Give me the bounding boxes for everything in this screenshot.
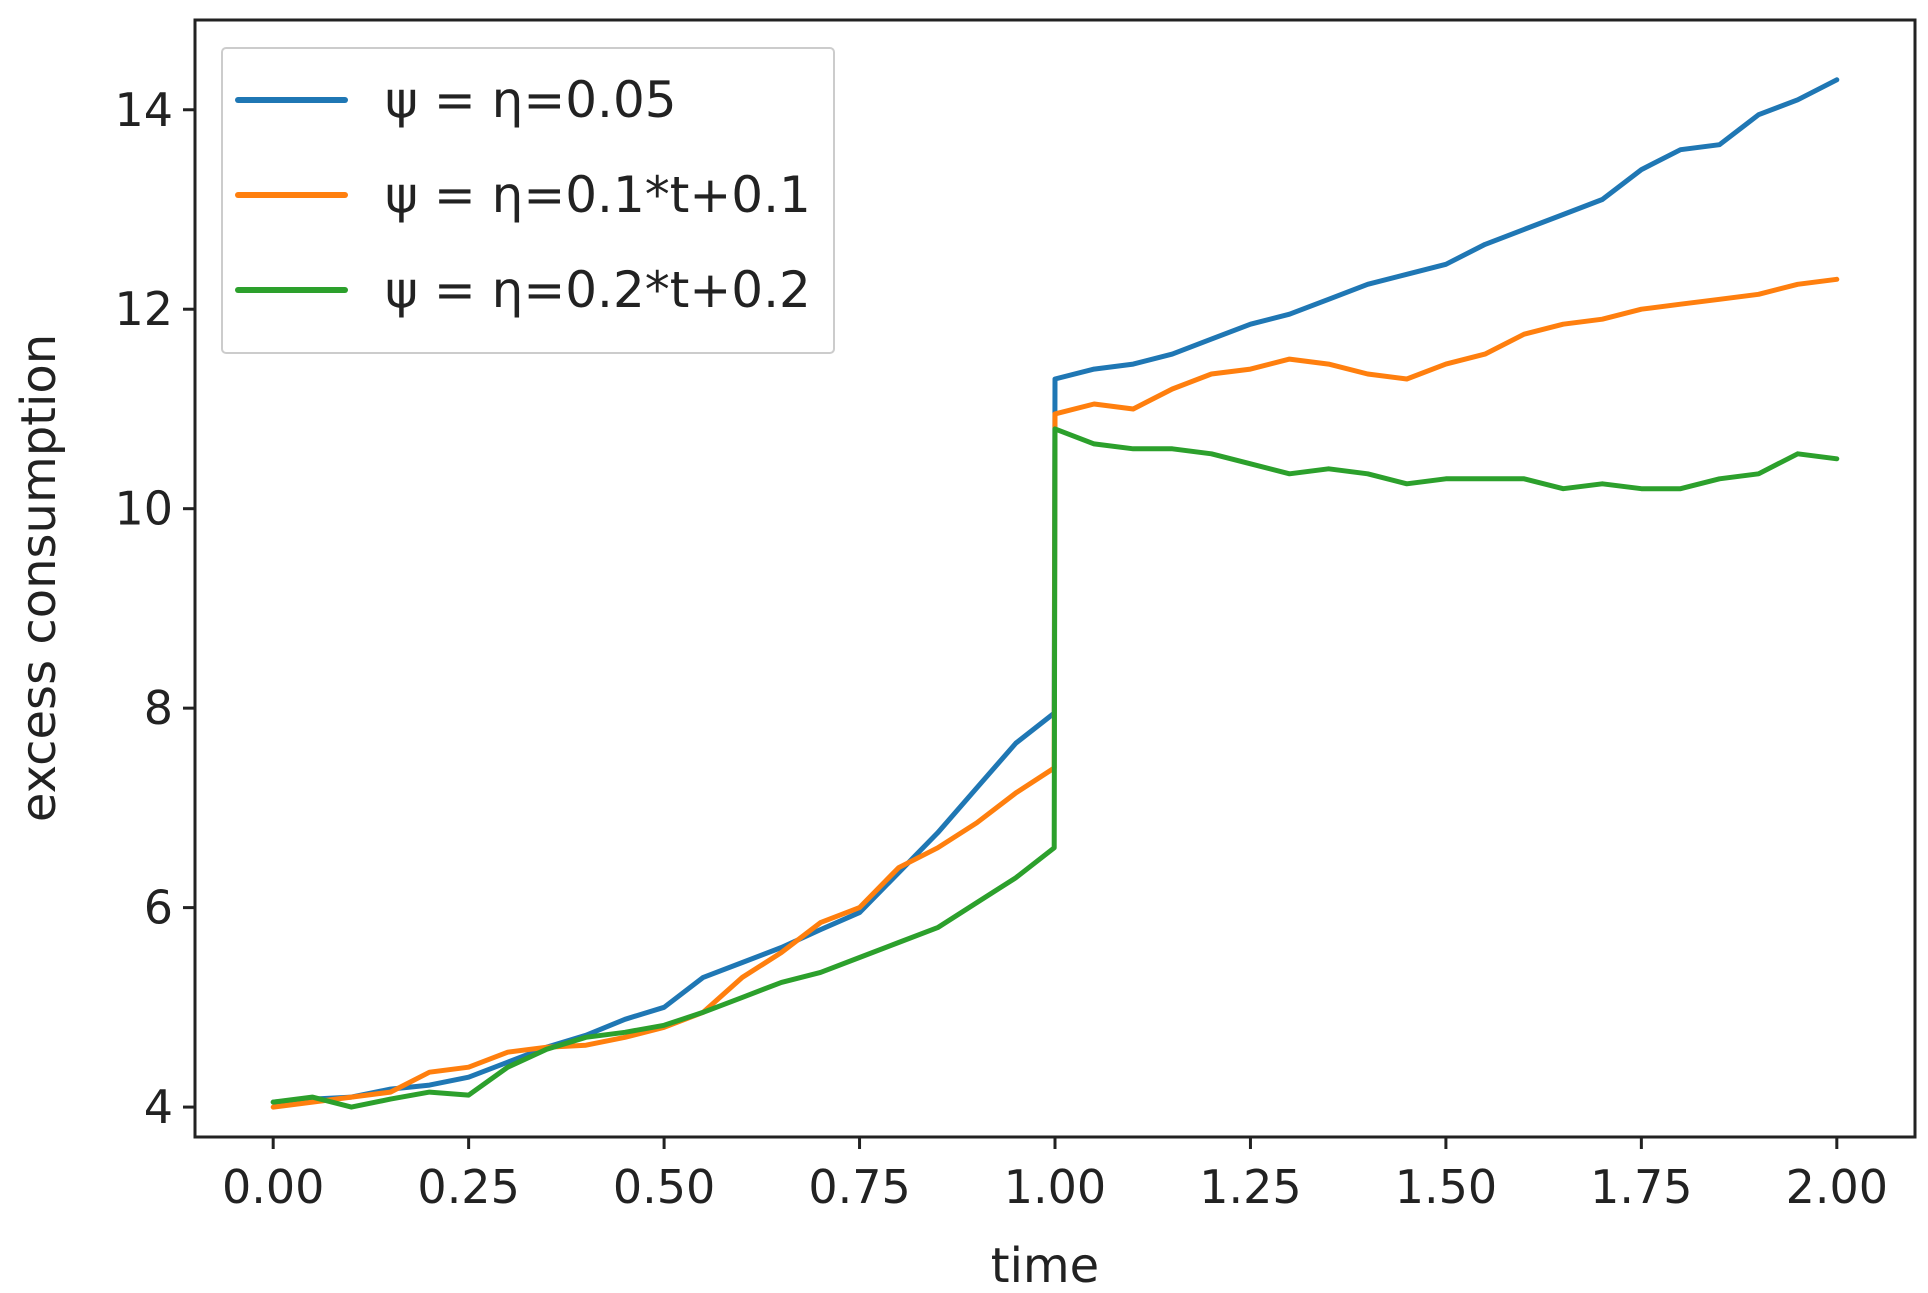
y-tick-label: 12 (114, 282, 173, 336)
series-line-3 (270, 426, 1840, 1110)
legend: ψ = η=0.05 ψ = η=0.1*t+0.1 ψ = η=0.2*t+0.2 (221, 47, 835, 354)
legend-items: ψ = η=0.05 ψ = η=0.1*t+0.1 ψ = η=0.2*t+0.2 (235, 71, 811, 319)
legend-frame (221, 47, 835, 354)
x-tick-label: 1.50 (1395, 1160, 1497, 1214)
x-tick-label: 0.25 (417, 1160, 519, 1214)
legend-entry-label: ψ = η=0.1*t+0.1 (385, 166, 811, 224)
y-axis-ticks: 4 6 8 10 12 14 (114, 83, 195, 1134)
y-tick-label: 14 (114, 83, 173, 137)
x-tick-label: 0.75 (808, 1160, 910, 1214)
y-tick-label: 4 (144, 1080, 173, 1134)
y-tick-label: 8 (144, 681, 173, 735)
y-tick-label: 10 (114, 482, 173, 536)
x-tick-label: 0.50 (613, 1160, 715, 1214)
series-layer (270, 77, 1840, 1110)
x-tick-label: 1.00 (1004, 1160, 1106, 1214)
legend-entry-label: ψ = η=0.05 (385, 71, 677, 129)
x-tick-label: 1.25 (1199, 1160, 1301, 1214)
y-axis-label: excess consumption (11, 334, 67, 822)
x-tick-label: 1.75 (1590, 1160, 1692, 1214)
x-tick-label: 2.00 (1786, 1160, 1888, 1214)
x-axis-ticks: 0.00 0.25 0.50 0.75 1.00 1.25 1.50 1.75 2.00 (222, 1137, 1888, 1214)
x-axis-label: time (991, 1238, 1099, 1293)
x-tick-label: 0.00 (222, 1160, 324, 1214)
legend-entry-label: ψ = η=0.2*t+0.2 (385, 261, 811, 319)
y-tick-label: 6 (144, 881, 173, 935)
